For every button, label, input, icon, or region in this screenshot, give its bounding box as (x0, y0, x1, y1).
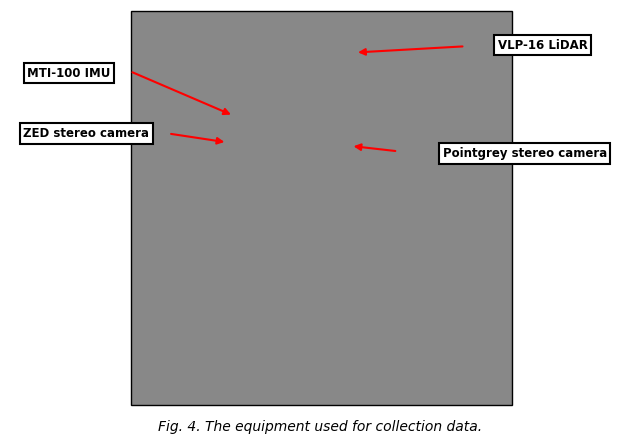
Text: VLP-16 LiDAR: VLP-16 LiDAR (498, 39, 588, 52)
Text: MTI-100 IMU: MTI-100 IMU (28, 67, 111, 80)
Text: ZED stereo camera: ZED stereo camera (24, 127, 149, 140)
Bar (131, 11, 512, 405)
Text: Pointgrey stereo camera: Pointgrey stereo camera (443, 147, 607, 160)
Text: Fig. 4. The equipment used for collection data.: Fig. 4. The equipment used for collectio… (158, 420, 482, 434)
